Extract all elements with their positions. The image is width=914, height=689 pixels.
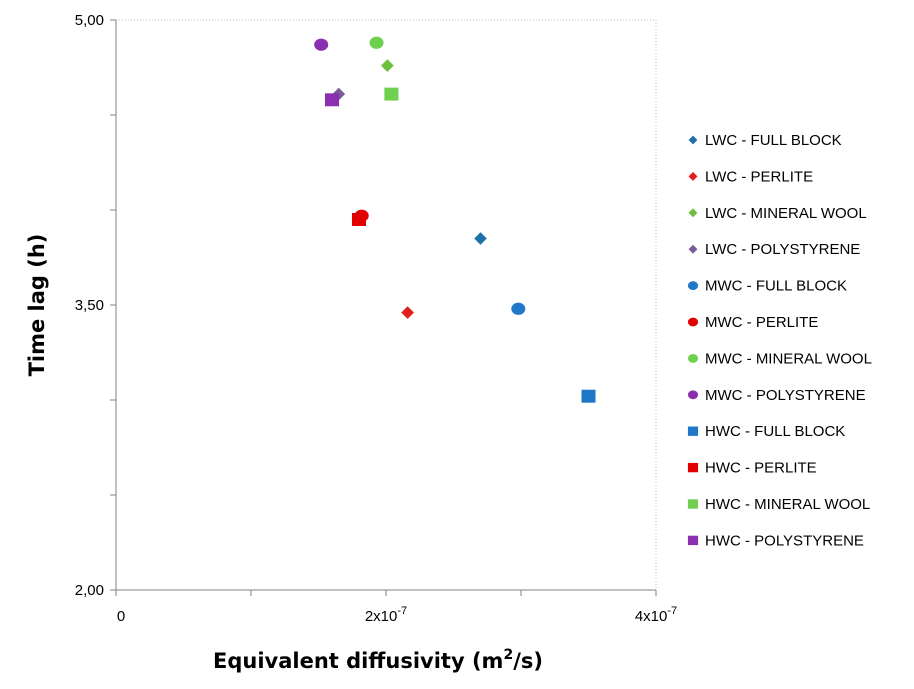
legend-marker (687, 134, 699, 146)
data-point (400, 305, 415, 320)
legend-marker (687, 171, 699, 182)
legend-marker (687, 426, 699, 436)
y-tick-label: 5,00 (75, 12, 104, 29)
data-point (351, 213, 367, 226)
x-tick-label: 4x10-7 (635, 605, 677, 625)
legend-label: HWC - PERLITE (705, 460, 817, 477)
legend-label: HWC - POLYSTYRENE (705, 532, 864, 549)
legend-label: MWC - MINERAL WOOL (705, 350, 872, 367)
plot-area (115, 19, 657, 591)
legend-label: MWC - POLYSTYRENE (705, 387, 866, 404)
legend-label: LWC - POLYSTYRENE (705, 241, 860, 258)
legend-label: LWC - PERLITE (705, 168, 813, 185)
legend-marker (687, 281, 699, 291)
legend-marker (687, 462, 699, 473)
y-tick-label: 3,50 (75, 297, 104, 314)
data-point (511, 302, 526, 315)
legend-marker (687, 535, 699, 546)
data-point (384, 87, 399, 101)
legend-marker (687, 243, 699, 255)
data-point (314, 38, 329, 51)
data-point (324, 93, 340, 107)
legend-label: LWC - MINERAL WOOL (705, 205, 867, 222)
data-points (314, 36, 596, 403)
legend-label: HWC - FULL BLOCK (705, 423, 845, 440)
legend-label: MWC - PERLITE (705, 314, 818, 331)
legend-marker (687, 317, 699, 327)
legend-marker (687, 499, 699, 509)
legend-label: HWC - MINERAL WOOL (705, 496, 870, 513)
x-tick-label: 2x10-7 (365, 605, 407, 625)
y-tick-label: 2,00 (75, 582, 104, 599)
data-point (380, 58, 395, 73)
data-point (581, 389, 596, 403)
x-axis-title: Equivalent diffusivity (m2/s) (213, 647, 543, 673)
data-point (369, 36, 384, 49)
legend-marker (687, 207, 699, 219)
x-tick-label: 0 (117, 608, 125, 625)
y-axis-title: Time lag (h) (25, 234, 49, 377)
legend-label: LWC - FULL BLOCK (705, 132, 842, 149)
legend: LWC - FULL BLOCK LWC - PERLITE LWC - MINER… (687, 132, 872, 549)
data-point (473, 231, 488, 246)
axis-ticks: 2,00 3,50 5,00 0 2x10-7 4x10-7 (75, 12, 677, 625)
legend-label: MWC - FULL BLOCK (705, 278, 847, 295)
legend-marker (687, 390, 699, 400)
legend-marker (687, 353, 699, 363)
